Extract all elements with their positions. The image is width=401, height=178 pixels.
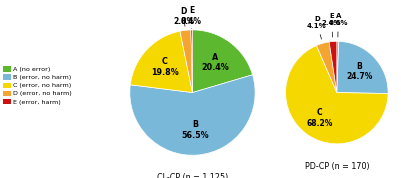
Wedge shape [286, 46, 388, 144]
Text: C
19.8%: C 19.8% [151, 57, 179, 77]
Text: E
0.4%: E 0.4% [181, 6, 202, 29]
Text: B
56.5%: B 56.5% [182, 120, 209, 140]
Wedge shape [180, 30, 192, 93]
Wedge shape [130, 75, 255, 155]
Wedge shape [191, 30, 192, 93]
Title: PD-CP (n = 170): PD-CP (n = 170) [304, 163, 369, 171]
Wedge shape [316, 42, 337, 93]
Text: A
0.6%: A 0.6% [328, 13, 348, 37]
Legend: A (no error), B (error, no harm), C (error, no harm), D (error, no harm), E (err: A (no error), B (error, no harm), C (err… [3, 66, 72, 104]
Wedge shape [130, 31, 192, 93]
Title: CL-CP (n = 1.125): CL-CP (n = 1.125) [157, 173, 228, 178]
Text: C
68.2%: C 68.2% [306, 108, 333, 128]
Text: D
4.1%: D 4.1% [307, 16, 327, 39]
Text: A
20.4%: A 20.4% [201, 53, 229, 72]
Wedge shape [192, 30, 253, 93]
Text: B
24.7%: B 24.7% [346, 62, 373, 81]
Wedge shape [337, 41, 339, 93]
Text: D
2.8%: D 2.8% [173, 7, 194, 26]
Wedge shape [337, 41, 388, 93]
Wedge shape [329, 41, 337, 93]
Text: E
2.4%: E 2.4% [322, 14, 341, 37]
